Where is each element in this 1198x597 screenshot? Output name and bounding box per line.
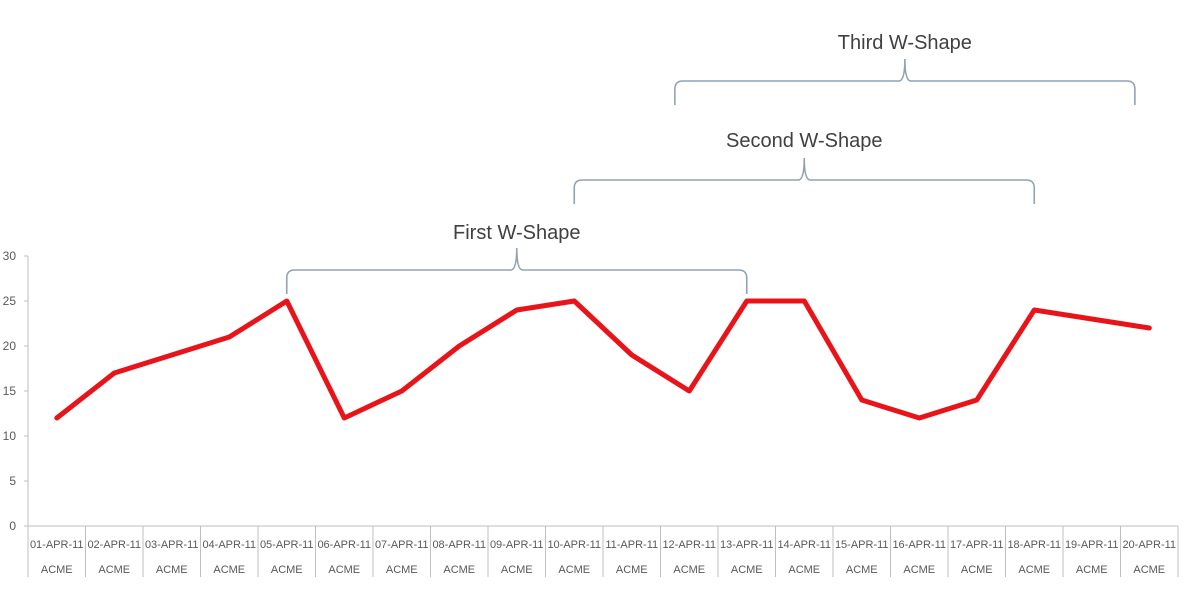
y-tick-label: 5 — [9, 474, 16, 488]
y-axis: 0 5 10 15 20 25 30 — [3, 249, 29, 533]
series-layer — [54, 298, 1152, 421]
x-category-label: 02-APR-11 — [87, 539, 141, 551]
x-axis: 01-APR-11 ACME 02-APR-11 ACME 03-APR-11 ACME 0… — [27, 525, 1179, 577]
x-category-label: 20-APR-11 — [1122, 539, 1176, 551]
x-group-label: ACME — [788, 564, 820, 576]
x-group-label: ACME — [961, 564, 993, 576]
y-tick-label: 10 — [3, 429, 17, 443]
x-category-label: 16-APR-11 — [892, 539, 946, 551]
x-category-label: 01-APR-11 — [30, 539, 84, 551]
y-tick-label: 25 — [3, 294, 17, 308]
annotation-bracket — [573, 157, 1036, 204]
x-group-label: ACME — [328, 564, 360, 576]
x-category-label: 03-APR-11 — [145, 539, 199, 551]
x-group-label: ACME — [386, 564, 418, 576]
x-group-label: ACME — [1076, 564, 1108, 576]
y-tick-label: 0 — [9, 519, 16, 533]
x-group-label: ACME — [673, 564, 705, 576]
x-category-label: 07-APR-11 — [375, 539, 429, 551]
x-category-label: 19-APR-11 — [1065, 539, 1119, 551]
x-group-label: ACME — [271, 564, 303, 576]
x-category-label: 11-APR-11 — [605, 539, 658, 551]
x-group-label: ACME — [616, 564, 648, 576]
x-group-label: ACME — [903, 564, 935, 576]
annotation-bracket — [285, 247, 748, 294]
annotation-label: Second W-Shape — [726, 130, 882, 152]
x-category-label: 12-APR-11 — [662, 539, 716, 551]
x-category-label: 08-APR-11 — [432, 539, 486, 551]
annotation-bracket — [674, 58, 1136, 105]
annotations: First W-Shape Second W-Shape Third W-Shape — [285, 32, 1136, 294]
series-line-acme — [54, 298, 1152, 421]
x-group-label: ACME — [41, 564, 73, 576]
x-group-label: ACME — [731, 564, 763, 576]
x-group-label: ACME — [1133, 564, 1165, 576]
x-category-label: 04-APR-11 — [202, 539, 256, 551]
x-category-label: 17-APR-11 — [950, 539, 1004, 551]
x-category-label: 06-APR-11 — [317, 539, 371, 551]
x-group-label: ACME — [443, 564, 475, 576]
x-group-label: ACME — [846, 564, 878, 576]
x-group-label: ACME — [156, 564, 188, 576]
x-category-label: 14-APR-11 — [777, 539, 831, 551]
x-category-label: 13-APR-11 — [720, 539, 774, 551]
x-group-label: ACME — [98, 564, 130, 576]
x-category-label: 18-APR-11 — [1007, 539, 1061, 551]
annotation-label: First W-Shape — [453, 222, 580, 244]
x-category-label: 05-APR-11 — [260, 539, 314, 551]
x-group-label: ACME — [1018, 564, 1050, 576]
x-group-label: ACME — [558, 564, 590, 576]
x-category-label: 10-APR-11 — [547, 539, 601, 551]
y-tick-label: 15 — [3, 384, 17, 398]
y-tick-label: 30 — [3, 249, 17, 263]
y-tick-label: 20 — [3, 339, 17, 353]
x-group-label: ACME — [501, 564, 533, 576]
x-category-label: 15-APR-11 — [835, 539, 889, 551]
annotation-label: Third W-Shape — [838, 32, 972, 54]
x-group-label: ACME — [213, 564, 245, 576]
x-category-label: 09-APR-11 — [490, 539, 544, 551]
